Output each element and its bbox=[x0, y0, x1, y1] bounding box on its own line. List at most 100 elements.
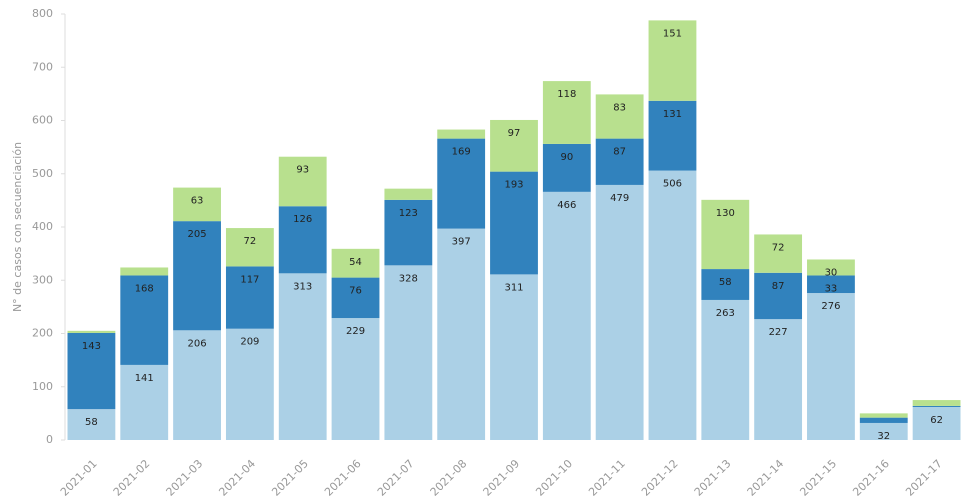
value-label: 151 bbox=[663, 28, 682, 39]
bar-segment bbox=[701, 299, 750, 440]
value-label: 506 bbox=[663, 179, 682, 190]
value-label: 169 bbox=[452, 147, 471, 158]
bar-segment bbox=[754, 272, 803, 320]
x-tick-label: 2021-17 bbox=[903, 457, 945, 499]
value-label: 87 bbox=[613, 147, 626, 158]
bar-segment bbox=[859, 417, 908, 423]
value-label: 117 bbox=[240, 274, 259, 285]
x-tick-label: 2021-11 bbox=[586, 457, 628, 499]
bar-segment bbox=[542, 81, 591, 144]
x-tick-label: 2021-15 bbox=[797, 457, 839, 499]
x-tick-label: 2021-04 bbox=[216, 457, 258, 499]
bar-segment bbox=[490, 274, 538, 440]
bar-segment bbox=[437, 138, 486, 229]
value-label: 209 bbox=[240, 337, 259, 348]
bar-segment bbox=[384, 188, 433, 200]
value-label: 83 bbox=[613, 102, 626, 113]
bar-segment bbox=[225, 228, 274, 267]
value-label: 93 bbox=[296, 165, 309, 176]
value-label: 32 bbox=[877, 431, 890, 442]
value-label: 205 bbox=[188, 229, 207, 240]
y-axis-label: N° de casos con secuenciación bbox=[11, 142, 24, 312]
bar-segment bbox=[173, 330, 221, 440]
value-label: 33 bbox=[825, 283, 838, 294]
value-label: 141 bbox=[135, 373, 154, 384]
value-label: 58 bbox=[719, 277, 732, 288]
bar-segment bbox=[437, 129, 486, 139]
value-label: 143 bbox=[82, 341, 101, 352]
value-label: 466 bbox=[557, 200, 576, 211]
bar-segment bbox=[754, 234, 803, 273]
y-tick-label: 700 bbox=[32, 60, 53, 73]
bar-segment bbox=[807, 275, 855, 294]
value-label: 206 bbox=[188, 338, 207, 349]
bar-segment bbox=[912, 400, 961, 406]
bar-segment bbox=[754, 319, 803, 440]
value-label: 87 bbox=[772, 281, 785, 292]
x-tick-label: 2021-08 bbox=[428, 457, 470, 499]
bar-segment bbox=[912, 405, 961, 407]
x-tick-label: 2021-10 bbox=[533, 457, 575, 499]
bar-segment bbox=[331, 248, 380, 278]
bar-segment bbox=[648, 170, 697, 440]
y-tick-label: 500 bbox=[32, 167, 53, 180]
value-label: 76 bbox=[349, 286, 362, 297]
bar-segment bbox=[595, 138, 644, 185]
bar-segment bbox=[912, 406, 961, 440]
bar-segment bbox=[173, 187, 221, 222]
value-label: 397 bbox=[452, 237, 471, 248]
value-label: 58 bbox=[85, 417, 98, 428]
value-label: 62 bbox=[930, 415, 943, 426]
value-label: 126 bbox=[293, 214, 312, 225]
value-label: 123 bbox=[399, 208, 418, 219]
bar-segment bbox=[278, 156, 327, 207]
bar-segment bbox=[437, 228, 486, 440]
bar-segment bbox=[120, 267, 169, 276]
x-tick-label: 2021-07 bbox=[375, 457, 417, 499]
value-label: 168 bbox=[135, 283, 154, 294]
bar-segment bbox=[225, 266, 274, 329]
value-label: 313 bbox=[293, 281, 312, 292]
bar-segment bbox=[331, 318, 380, 440]
x-tick-label: 2021-12 bbox=[639, 457, 681, 499]
value-label: 229 bbox=[346, 326, 365, 337]
y-tick-label: 400 bbox=[32, 220, 53, 233]
bar-segment bbox=[120, 275, 169, 365]
bar-segment bbox=[490, 119, 538, 172]
y-tick-label: 300 bbox=[32, 273, 53, 286]
value-label: 72 bbox=[244, 236, 257, 247]
value-label: 30 bbox=[825, 267, 838, 278]
bar-segment bbox=[701, 199, 750, 270]
value-label: 311 bbox=[504, 282, 523, 293]
x-tick-label: 2021-06 bbox=[322, 457, 364, 499]
x-tick-label: 2021-13 bbox=[692, 457, 734, 499]
x-tick-label: 2021-14 bbox=[745, 457, 787, 499]
value-label: 97 bbox=[508, 128, 521, 139]
bar-segment bbox=[542, 191, 591, 440]
bar-segment bbox=[384, 265, 433, 440]
x-tick-label: 2021-01 bbox=[58, 457, 100, 499]
value-label: 118 bbox=[557, 89, 576, 100]
bar-segment bbox=[648, 20, 697, 101]
y-tick-label: 100 bbox=[32, 380, 53, 393]
value-label: 479 bbox=[610, 193, 629, 204]
value-label: 193 bbox=[504, 180, 523, 191]
x-tick-label: 2021-09 bbox=[481, 457, 523, 499]
value-label: 72 bbox=[772, 242, 785, 253]
bar-segment bbox=[701, 269, 750, 300]
x-tick-label: 2021-05 bbox=[269, 457, 311, 499]
bar-segment bbox=[67, 330, 116, 333]
value-label: 130 bbox=[716, 208, 735, 219]
y-tick-label: 600 bbox=[32, 114, 53, 127]
value-label: 276 bbox=[821, 301, 840, 312]
value-label: 328 bbox=[399, 273, 418, 284]
bar-segment bbox=[331, 277, 380, 319]
bar-segment bbox=[67, 409, 116, 440]
value-label: 63 bbox=[191, 196, 204, 207]
x-tick-label: 2021-02 bbox=[111, 457, 153, 499]
x-tick-label: 2021-03 bbox=[164, 457, 206, 499]
y-tick-label: 0 bbox=[46, 433, 53, 446]
bar-segment bbox=[859, 413, 908, 418]
bar-segment bbox=[120, 364, 169, 440]
